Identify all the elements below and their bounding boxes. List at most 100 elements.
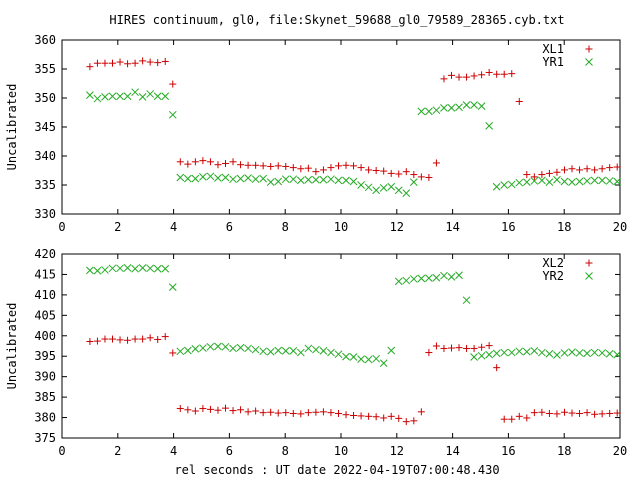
- data-point: [334, 409, 342, 417]
- data-point: [274, 177, 283, 186]
- data-point: [515, 178, 524, 187]
- data-point: [183, 174, 192, 183]
- data-point: [312, 168, 320, 176]
- data-point: [553, 168, 561, 176]
- data-point: [440, 104, 448, 112]
- data-point: [409, 275, 418, 283]
- data-point: [507, 348, 516, 357]
- data-point: [289, 409, 297, 417]
- data-point: [590, 348, 599, 357]
- x-tick-label: 20: [613, 220, 627, 234]
- data-point: [477, 102, 486, 110]
- data-point: [123, 264, 132, 272]
- data-point: [606, 164, 614, 172]
- data-point: [312, 408, 320, 416]
- data-point: [523, 414, 531, 422]
- x-tick-label: 0: [58, 220, 65, 234]
- data-point: [380, 414, 388, 422]
- data-point: [523, 171, 531, 179]
- data-point: [146, 264, 155, 273]
- data-point: [289, 175, 298, 184]
- data-point: [500, 181, 509, 189]
- x-tick-label: 14: [445, 220, 459, 234]
- data-point: [417, 107, 426, 116]
- data-point: [342, 161, 350, 169]
- data-point: [236, 343, 245, 352]
- data-point: [538, 348, 546, 357]
- data-point: [515, 97, 523, 105]
- data-point: [176, 347, 185, 356]
- data-point: [214, 161, 222, 169]
- y-tick-label: 375: [34, 431, 56, 445]
- data-point: [575, 349, 584, 357]
- data-point: [387, 182, 396, 191]
- data-point: [425, 349, 433, 357]
- data-point: [432, 342, 440, 350]
- data-point: [267, 408, 275, 416]
- data-point: [394, 186, 403, 195]
- data-point: [357, 164, 365, 172]
- data-point: [455, 344, 463, 352]
- data-point: [108, 264, 117, 273]
- data-point: [304, 344, 313, 353]
- data-point: [576, 166, 584, 174]
- data-point: [304, 409, 312, 417]
- legend-marker: [585, 272, 593, 280]
- data-point: [364, 183, 373, 192]
- data-point: [342, 352, 350, 361]
- data-point: [191, 174, 200, 183]
- x-tick-label: 6: [226, 444, 233, 458]
- data-point: [432, 159, 440, 167]
- data-point: [161, 333, 169, 341]
- data-point: [568, 165, 576, 173]
- data-point: [86, 266, 94, 275]
- data-point: [372, 354, 381, 363]
- series-XL1: [86, 57, 621, 181]
- data-point: [319, 408, 327, 416]
- data-point: [455, 103, 463, 112]
- y-tick-label: 415: [34, 267, 56, 281]
- data-point: [252, 407, 260, 415]
- legend-label: XL2: [542, 256, 564, 270]
- data-point: [462, 101, 471, 109]
- data-point: [221, 160, 229, 168]
- data-point: [410, 171, 418, 179]
- data-point: [244, 174, 252, 182]
- data-point: [440, 75, 448, 83]
- data-point: [146, 334, 154, 342]
- data-point: [289, 164, 297, 172]
- y-tick-label: 420: [34, 247, 56, 261]
- data-point: [274, 346, 283, 355]
- data-point: [417, 173, 425, 181]
- data-point: [154, 335, 162, 343]
- data-point: [86, 63, 94, 71]
- y-tick-label: 400: [34, 329, 56, 343]
- data-point: [131, 88, 139, 97]
- data-point: [440, 344, 448, 352]
- data-point: [508, 70, 516, 78]
- data-point: [613, 409, 621, 417]
- data-point: [425, 274, 433, 282]
- data-point: [387, 346, 396, 355]
- x-tick-label: 12: [390, 220, 404, 234]
- data-point: [342, 411, 350, 419]
- data-point: [93, 266, 102, 275]
- data-point: [395, 170, 403, 178]
- data-point: [606, 409, 614, 417]
- data-point: [492, 182, 501, 191]
- data-point: [425, 107, 433, 116]
- data-point: [168, 283, 177, 291]
- data-point: [124, 336, 132, 344]
- data-point: [214, 174, 222, 182]
- data-point: [613, 177, 622, 186]
- data-point: [327, 348, 335, 357]
- data-point: [116, 92, 124, 101]
- data-point: [372, 186, 381, 195]
- data-point: [515, 347, 524, 356]
- data-point: [576, 409, 584, 417]
- legend-marker: [585, 259, 593, 267]
- data-point: [153, 264, 162, 273]
- data-point: [500, 348, 509, 357]
- data-point: [154, 59, 162, 67]
